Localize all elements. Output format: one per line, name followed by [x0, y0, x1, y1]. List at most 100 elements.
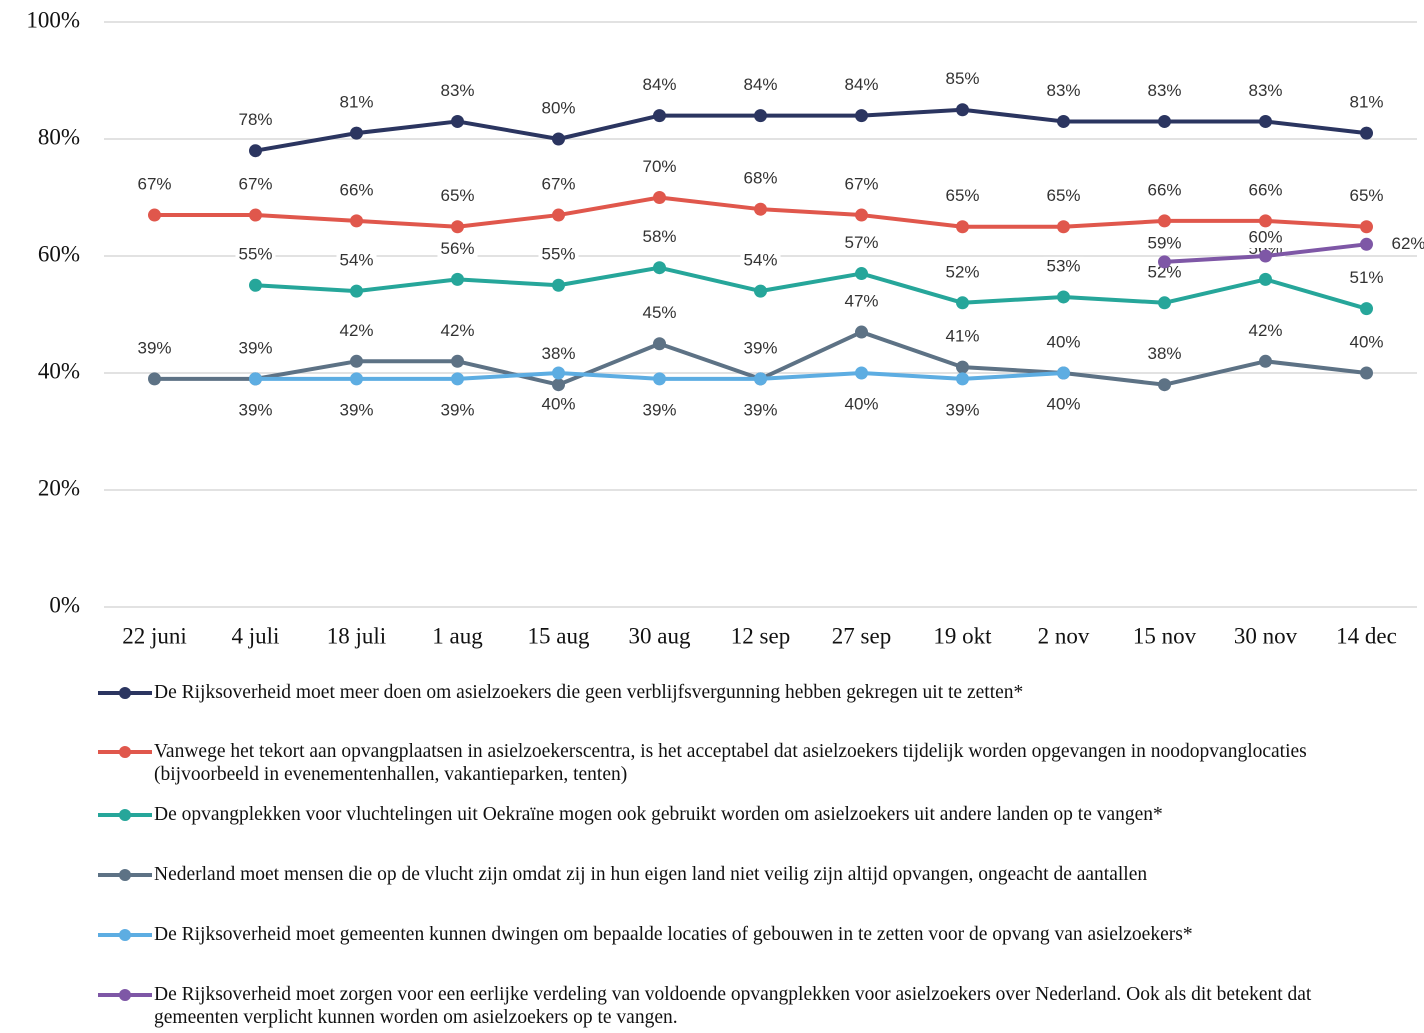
legend-item: Vanwege het tekort aan opvangplaatsen in…	[96, 740, 1356, 786]
x-tick-label: 12 sep	[731, 623, 790, 648]
label-bg	[235, 110, 276, 131]
series-line	[255, 107, 1367, 153]
data-label: 38%	[1147, 344, 1181, 363]
data-point	[1057, 366, 1070, 380]
data-label: 67%	[844, 175, 878, 194]
data-label: 38%	[541, 344, 575, 363]
data-point	[350, 354, 363, 368]
label-bg	[538, 245, 579, 266]
legend-label: De Rijksoverheid moet meer doen om asiel…	[154, 682, 1024, 703]
label-bg	[1043, 395, 1084, 415]
data-point	[855, 109, 868, 123]
data-label: 42%	[339, 321, 373, 340]
data-point	[1360, 366, 1373, 380]
data-point	[754, 284, 767, 298]
legend-marker	[119, 809, 131, 821]
legend-item: Nederland moet mensen die op de vlucht z…	[96, 863, 1356, 886]
label-bg	[639, 400, 680, 421]
label-bg	[336, 180, 377, 201]
data-point	[350, 214, 363, 228]
label-bg	[437, 321, 478, 342]
data-label: 41%	[945, 327, 979, 346]
data-label: 42%	[440, 321, 474, 340]
data-label: 67%	[541, 175, 575, 194]
x-tick-label: 18 juli	[327, 623, 386, 648]
data-point	[451, 354, 464, 368]
label-bg	[134, 175, 175, 196]
data-label: 65%	[945, 186, 979, 205]
data-point	[754, 202, 767, 216]
legend-swatch	[98, 687, 152, 699]
x-tick-label: 19 okt	[933, 623, 992, 648]
data-point	[451, 220, 464, 234]
legend-item: De Rijksoverheid moet meer doen om asiel…	[96, 681, 1356, 704]
data-label: 68%	[743, 169, 777, 188]
label-bg	[740, 400, 781, 421]
data-label: 84%	[743, 75, 777, 94]
data-label: 84%	[642, 75, 676, 94]
data-label: 56%	[440, 239, 474, 258]
label-bg	[942, 327, 983, 348]
label-bg	[1346, 186, 1387, 207]
label-bg	[841, 175, 882, 196]
data-point	[1360, 126, 1373, 140]
label-bg	[1144, 344, 1185, 365]
label-bg	[639, 157, 680, 178]
x-tick-label: 30 aug	[629, 623, 691, 648]
label-bg	[1043, 333, 1084, 353]
data-label: 65%	[1046, 186, 1080, 205]
label-bg	[1144, 262, 1185, 283]
legend-swatch	[98, 869, 152, 881]
data-point	[552, 366, 565, 380]
label-bg	[1346, 268, 1387, 289]
data-point	[1259, 249, 1272, 263]
data-point	[451, 114, 464, 128]
data-point	[552, 208, 565, 222]
label-bg	[1144, 233, 1185, 254]
label-bg	[639, 227, 680, 248]
label-bg	[538, 175, 579, 196]
label-bg	[134, 338, 175, 359]
data-label: 60%	[1248, 227, 1282, 246]
data-label: 39%	[137, 338, 171, 357]
data-label: 83%	[1147, 81, 1181, 100]
label-bg	[841, 292, 882, 313]
data-point	[552, 132, 565, 146]
label-bg	[942, 262, 983, 283]
data-point	[1057, 220, 1070, 234]
data-label: 80%	[541, 98, 575, 117]
data-point	[1158, 214, 1171, 228]
data-label: 78%	[238, 110, 272, 129]
label-bg	[235, 400, 276, 421]
data-label: 67%	[238, 175, 272, 194]
label-bg	[538, 344, 579, 365]
x-tick-label: 22 juni	[122, 623, 187, 648]
data-label: 39%	[339, 400, 373, 419]
label-bg	[235, 175, 276, 196]
data-point	[1057, 290, 1070, 304]
data-point	[148, 208, 161, 222]
label-bg	[437, 186, 478, 207]
label-bg	[437, 239, 478, 260]
data-point	[1259, 272, 1272, 286]
data-label: 52%	[945, 262, 979, 281]
legend-item: De Rijksoverheid moet gemeenten kunnen d…	[96, 923, 1356, 946]
label-bg	[235, 338, 276, 359]
data-point	[1259, 114, 1272, 128]
data-point	[249, 372, 262, 386]
data-point	[956, 220, 969, 234]
label-bg	[336, 93, 377, 114]
y-tick-label: 100%	[26, 7, 80, 32]
data-label: 39%	[440, 400, 474, 419]
data-point	[956, 296, 969, 310]
data-label: 65%	[1349, 186, 1383, 205]
data-point	[552, 378, 565, 392]
x-tick-label: 15 nov	[1133, 623, 1197, 648]
data-point	[350, 372, 363, 386]
x-tick-label: 14 dec	[1336, 623, 1397, 648]
data-label: 39%	[238, 400, 272, 419]
label-bg	[1144, 180, 1185, 201]
label-bg	[740, 251, 781, 272]
data-point	[1158, 255, 1171, 269]
